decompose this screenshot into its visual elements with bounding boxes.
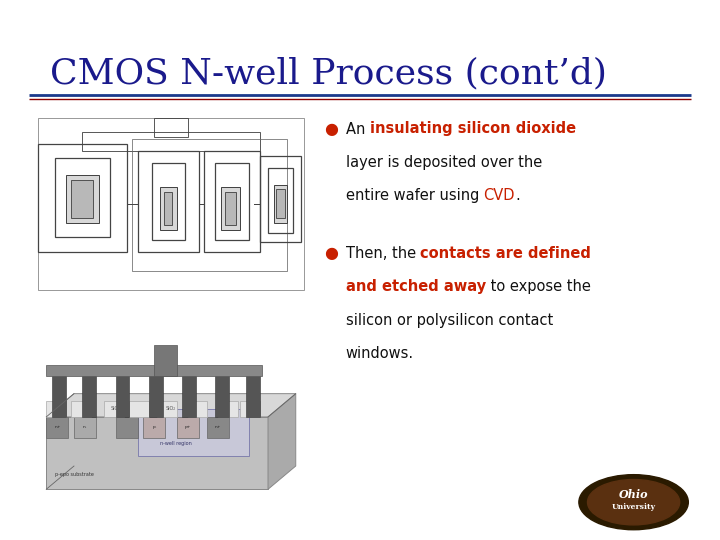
Text: SiO₂: SiO₂: [166, 407, 176, 411]
Bar: [154, 345, 176, 376]
Bar: [182, 376, 196, 417]
Bar: [46, 417, 268, 489]
Bar: [204, 151, 260, 252]
Text: CVD: CVD: [484, 188, 515, 204]
Ellipse shape: [588, 480, 680, 525]
Bar: [246, 376, 260, 417]
Text: p+: p+: [184, 426, 191, 429]
Bar: [82, 132, 260, 151]
Bar: [157, 401, 176, 417]
Text: windows.: windows.: [346, 346, 414, 361]
Bar: [240, 401, 260, 417]
Polygon shape: [46, 394, 296, 417]
Bar: [188, 401, 207, 417]
Bar: [207, 417, 229, 437]
Bar: [274, 185, 287, 223]
Bar: [82, 376, 96, 417]
Text: n-: n-: [83, 426, 87, 429]
Bar: [164, 192, 172, 225]
Bar: [104, 401, 124, 417]
Text: .: .: [515, 188, 520, 204]
Polygon shape: [268, 394, 296, 489]
Text: entire wafer using: entire wafer using: [346, 188, 484, 204]
Text: n+: n+: [215, 426, 221, 429]
Bar: [143, 417, 166, 437]
Text: Then, the: Then, the: [346, 246, 420, 261]
Bar: [154, 118, 188, 137]
Bar: [71, 180, 94, 218]
Bar: [38, 144, 127, 252]
Bar: [138, 409, 248, 456]
Text: silicon or polysilicon contact: silicon or polysilicon contact: [346, 313, 553, 328]
Bar: [215, 376, 229, 417]
Text: insulating silicon dioxide: insulating silicon dioxide: [369, 122, 576, 137]
Text: University: University: [611, 503, 656, 511]
Bar: [116, 376, 130, 417]
Text: ●: ●: [324, 122, 338, 137]
Text: n+: n+: [54, 426, 60, 429]
Bar: [71, 401, 91, 417]
Text: to expose the: to expose the: [486, 279, 590, 294]
Bar: [221, 187, 240, 230]
Text: An: An: [346, 122, 369, 137]
Text: n-well region: n-well region: [160, 441, 192, 447]
Text: contacts are defined: contacts are defined: [420, 246, 591, 261]
Bar: [176, 417, 199, 437]
Text: CMOS N-well Process (cont’d): CMOS N-well Process (cont’d): [50, 57, 608, 91]
Bar: [52, 376, 66, 417]
Bar: [218, 401, 238, 417]
Bar: [268, 168, 293, 233]
Bar: [74, 417, 96, 437]
Text: and etched away: and etched away: [346, 279, 486, 294]
Bar: [260, 156, 301, 242]
Bar: [46, 417, 68, 437]
Text: Ohio: Ohio: [619, 489, 648, 500]
Bar: [276, 190, 284, 218]
Bar: [138, 151, 199, 252]
Text: SiO₂: SiO₂: [110, 407, 121, 411]
Bar: [46, 365, 263, 376]
Bar: [152, 163, 185, 240]
Bar: [225, 192, 236, 225]
Bar: [215, 163, 248, 240]
Bar: [55, 158, 110, 238]
Bar: [46, 401, 66, 417]
Ellipse shape: [579, 475, 688, 530]
Text: p-: p-: [152, 426, 156, 429]
Text: ●: ●: [324, 246, 338, 261]
Text: layer is deposited over the: layer is deposited over the: [346, 155, 542, 170]
Bar: [160, 187, 176, 230]
Bar: [116, 417, 138, 437]
Bar: [130, 401, 149, 417]
Text: p-epo substrate: p-epo substrate: [55, 472, 94, 477]
Bar: [66, 175, 99, 223]
Bar: [149, 376, 163, 417]
Bar: [132, 139, 287, 271]
